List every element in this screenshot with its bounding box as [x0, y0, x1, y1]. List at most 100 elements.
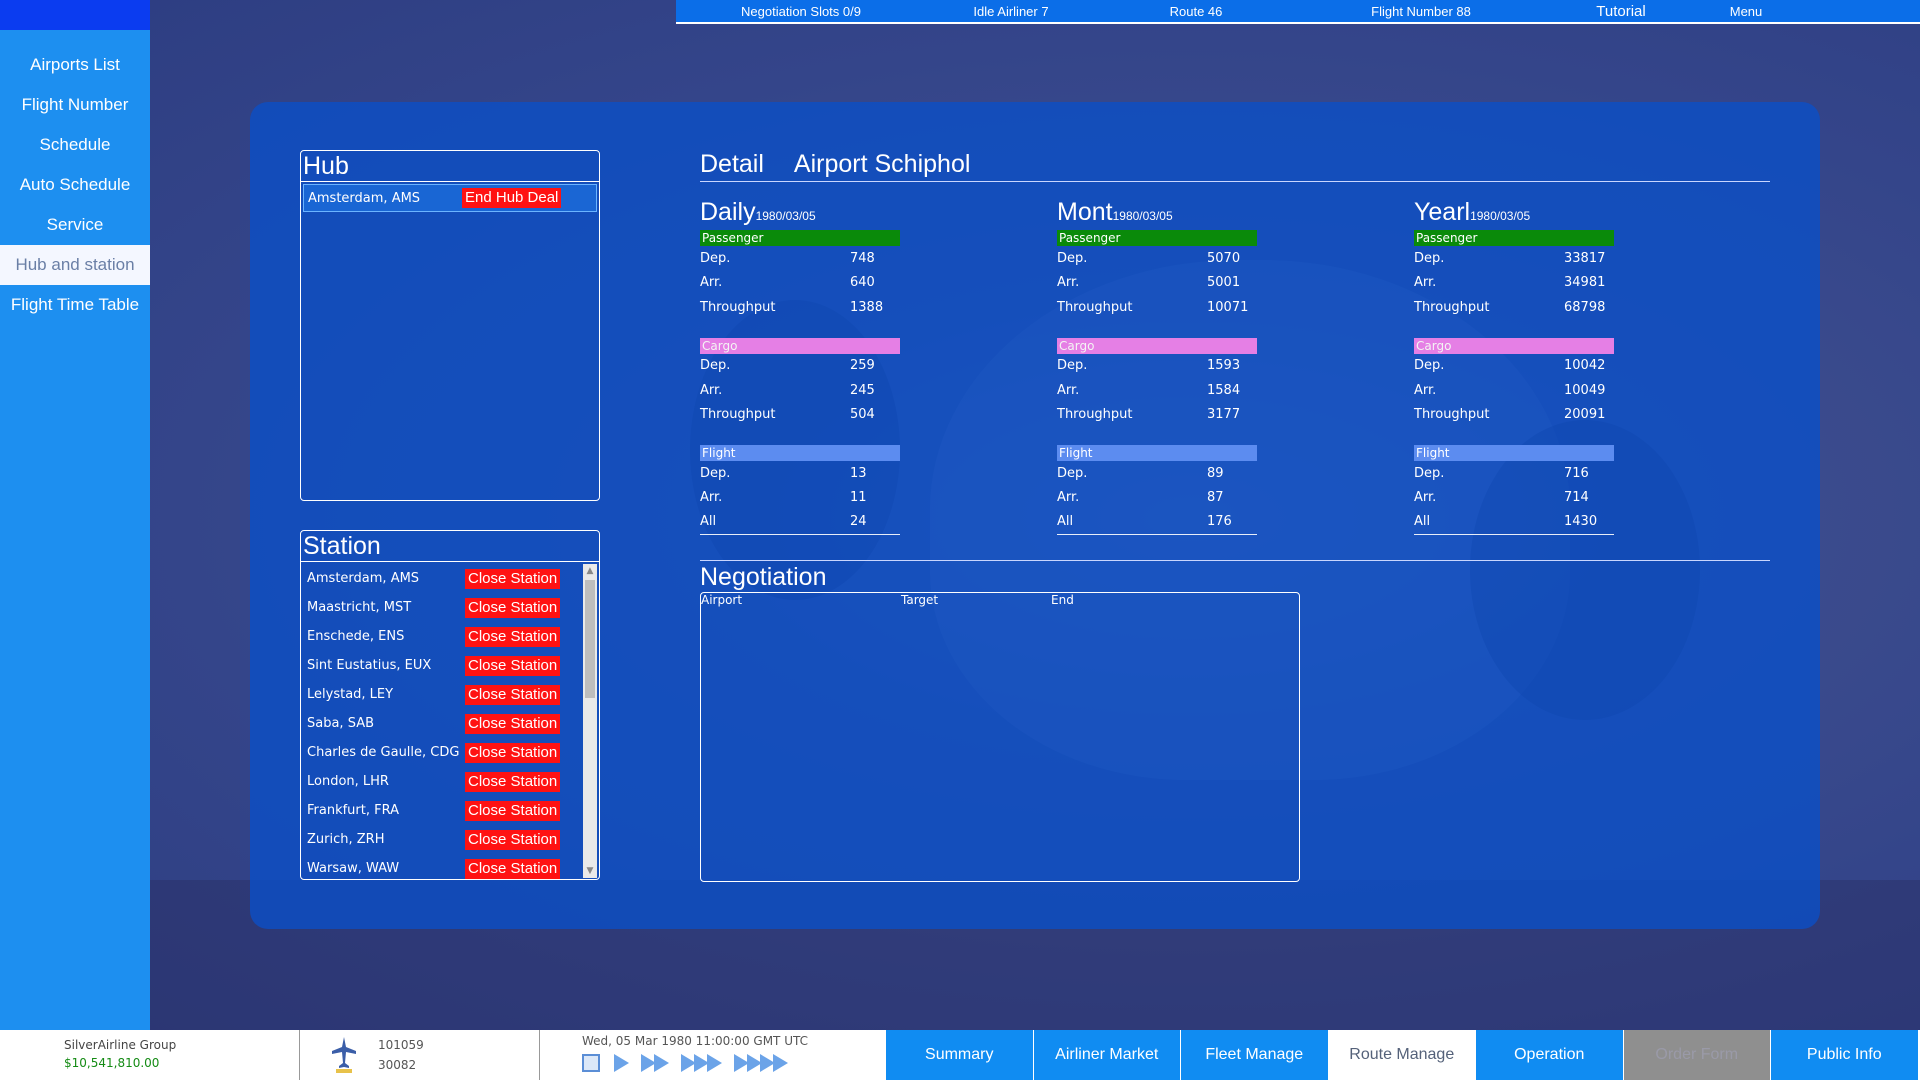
tab-order-form: Order Form [1622, 1030, 1770, 1080]
scrollbar-thumb[interactable] [585, 580, 595, 698]
scroll-up-icon[interactable]: ▲ [586, 566, 594, 576]
stat-value: 68798 [1564, 299, 1606, 315]
passenger-bar: Passenger [700, 230, 900, 246]
stat-row: Dep. 1593 [1057, 354, 1317, 379]
main-tabs: Summary Airliner Market Fleet Manage Route … [885, 1030, 1918, 1080]
stat-row: Throughput 10071 [1057, 295, 1317, 320]
station-city: Amsterdam, AMS [307, 571, 420, 586]
station-scrollbar[interactable]: ▲ ▼ [583, 564, 597, 878]
stat-value: 10071 [1207, 299, 1249, 315]
negotiation-col-airport: Airport [701, 593, 743, 607]
stat-value: 3177 [1207, 407, 1241, 423]
tab-route-manage[interactable]: Route Manage [1327, 1030, 1475, 1080]
hub-row[interactable]: Amsterdam, AMS End Hub Deal [303, 184, 597, 212]
station-list: Amsterdam, AMS Close Station Maastricht, M… [301, 564, 581, 879]
stat-label: Arr. [700, 275, 723, 291]
stat-label: Dep. [1057, 465, 1088, 481]
tab-summary[interactable]: Summary [885, 1030, 1033, 1080]
sidebar-item-flight-number[interactable]: Flight Number [21, 95, 129, 114]
stat-value: 20091 [1564, 407, 1606, 423]
stat-row: Throughput 20091 [1414, 403, 1674, 428]
sidebar-item-auto-schedule[interactable]: Auto Schedule [19, 175, 131, 194]
flight-number-count[interactable]: Flight Number 88 [1371, 3, 1471, 19]
sidebar-item-airports-list[interactable]: Airports List [30, 55, 120, 74]
sidebar-item-schedule[interactable]: Schedule [39, 135, 111, 154]
station-row[interactable]: Zurich, ZRH Close Station [301, 825, 581, 854]
close-station-button[interactable]: Close Station [465, 655, 561, 676]
resource-counts: 101059 30082 [300, 1030, 540, 1080]
stat-row: Dep. 89 [1057, 461, 1317, 486]
stat-row: Arr. 1584 [1057, 378, 1317, 403]
stat-row: Dep. 716 [1414, 461, 1674, 486]
tab-fleet-manage[interactable]: Fleet Manage [1180, 1030, 1328, 1080]
hub-city: Amsterdam, AMS [308, 190, 421, 206]
time-controls: Wed, 05 Mar 1980 11:00:00 GMT UTC [540, 1030, 885, 1080]
stat-label: Arr. [700, 382, 723, 398]
end-hub-deal-button[interactable]: End Hub Deal [462, 188, 562, 208]
close-station-button[interactable]: Close Station [465, 829, 561, 850]
tutorial-button[interactable]: Tutorial [1596, 2, 1646, 20]
sidebar-item-flight-time-table[interactable]: Flight Time Table [10, 295, 140, 314]
station-city: Lelystad, LEY [307, 687, 394, 702]
close-station-button[interactable]: Close Station [465, 771, 561, 792]
station-row[interactable]: Warsaw, WAW Close Station [301, 854, 581, 879]
tab-public-info[interactable]: Public Info [1770, 1030, 1918, 1080]
stat-label: Dep. [700, 250, 731, 266]
stat-row: Arr. 714 [1414, 486, 1674, 511]
stat-label: Throughput [1057, 299, 1133, 315]
station-row[interactable]: Amsterdam, AMS Close Station [301, 564, 581, 593]
period-date: 1980/03/05 [755, 209, 816, 223]
close-station-button[interactable]: Close Station [465, 626, 561, 647]
station-row[interactable]: Enschede, ENS Close Station [301, 622, 581, 651]
close-station-button[interactable]: Close Station [465, 597, 561, 618]
speed-3-button[interactable] [681, 1054, 722, 1072]
company-name: SilverAirline Group [64, 1038, 177, 1052]
cargo-bar: Cargo [1414, 337, 1614, 354]
station-city: Frankfurt, FRA [307, 803, 400, 818]
route-count[interactable]: Route 46 [1169, 3, 1223, 19]
cargo-bar: Cargo [700, 337, 900, 354]
station-title: Station [301, 531, 599, 562]
station-row[interactable]: Saba, SAB Close Station [301, 709, 581, 738]
tab-airliner-market[interactable]: Airliner Market [1032, 1030, 1180, 1080]
pause-button[interactable] [582, 1054, 600, 1072]
close-station-button[interactable]: Close Station [465, 568, 561, 589]
station-row[interactable]: London, LHR Close Station [301, 767, 581, 796]
stat-value: 640 [850, 275, 875, 291]
close-station-button[interactable]: Close Station [465, 800, 561, 821]
close-station-button[interactable]: Close Station [465, 684, 561, 705]
sidebar-item-service[interactable]: Service [46, 215, 104, 234]
stat-row: All 1430 [1414, 510, 1614, 535]
station-row[interactable]: Frankfurt, FRA Close Station [301, 796, 581, 825]
stat-value: 748 [850, 250, 875, 266]
stat-label: Dep. [700, 358, 731, 374]
station-city: Charles de Gaulle, CDG [307, 745, 460, 760]
speed-2-button[interactable] [641, 1054, 669, 1072]
stat-label: Dep. [1414, 250, 1445, 266]
stat-row: Arr. 245 [700, 378, 960, 403]
count-values: 101059 30082 [378, 1035, 424, 1075]
station-row[interactable]: Charles de Gaulle, CDG Close Station [301, 738, 581, 767]
speed-4-button[interactable] [734, 1054, 788, 1072]
speed-1-button[interactable] [614, 1054, 629, 1072]
negotiation-slots[interactable]: Negotiation Slots 0/9 [741, 3, 861, 19]
tab-operation[interactable]: Operation [1475, 1030, 1623, 1080]
sidebar-item-hub-and-station[interactable]: Hub and station [0, 245, 150, 285]
scroll-down-icon[interactable]: ▼ [586, 866, 594, 876]
station-city: London, LHR [307, 774, 389, 789]
stat-label: All [1414, 514, 1431, 530]
detail-title: Detail [700, 150, 764, 178]
close-station-button[interactable]: Close Station [465, 713, 561, 734]
close-station-button[interactable]: Close Station [465, 858, 561, 879]
company-info: SilverAirline Group $10,541,810.00 [0, 1030, 300, 1080]
close-station-button[interactable]: Close Station [465, 742, 561, 763]
station-row[interactable]: Maastricht, MST Close Station [301, 593, 581, 622]
stat-row: Dep. 10042 [1414, 354, 1674, 379]
station-row[interactable]: Sint Eustatius, EUX Close Station [301, 651, 581, 680]
idle-airliner[interactable]: Idle Airliner 7 [973, 3, 1049, 19]
period-date: 1980/03/05 [1470, 209, 1531, 223]
menu-button[interactable]: Menu [1729, 3, 1763, 19]
stat-row: Arr. 640 [700, 271, 960, 296]
station-row[interactable]: Lelystad, LEY Close Station [301, 680, 581, 709]
period-label: Yearl [1414, 198, 1471, 226]
